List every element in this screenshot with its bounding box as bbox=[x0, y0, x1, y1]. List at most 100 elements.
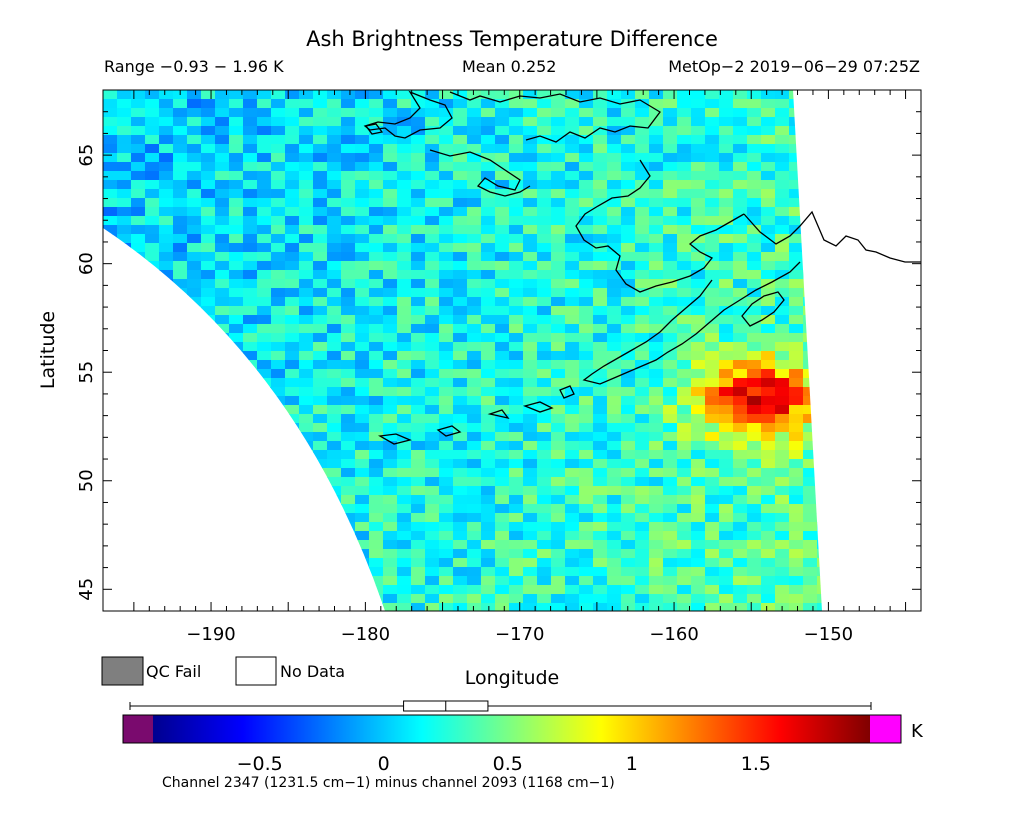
heatmap-cell bbox=[523, 252, 538, 262]
heatmap-cell bbox=[495, 468, 510, 478]
heatmap-cell bbox=[593, 171, 608, 181]
heatmap-cell bbox=[495, 576, 510, 586]
heatmap-cell bbox=[285, 279, 300, 289]
heatmap-cell bbox=[677, 603, 692, 611]
heatmap-cell bbox=[593, 531, 608, 541]
heatmap-cell bbox=[495, 558, 510, 568]
heatmap-cell bbox=[663, 531, 678, 541]
heatmap-cell bbox=[649, 117, 664, 127]
heatmap-cell bbox=[341, 387, 356, 397]
heatmap-cell bbox=[579, 387, 594, 397]
heatmap-cell bbox=[621, 180, 636, 190]
heatmap-cell bbox=[481, 495, 496, 505]
heatmap-cell bbox=[677, 468, 692, 478]
heatmap-cell bbox=[523, 396, 538, 406]
heatmap-cell bbox=[649, 207, 664, 217]
heatmap-cell bbox=[635, 306, 650, 316]
heatmap-cell bbox=[803, 513, 818, 523]
heatmap-cell bbox=[733, 135, 748, 145]
heatmap-cell bbox=[299, 315, 314, 325]
heatmap-cell bbox=[257, 315, 272, 325]
heatmap-cell bbox=[705, 189, 720, 199]
heatmap-cell bbox=[579, 513, 594, 523]
heatmap-cell bbox=[635, 207, 650, 217]
heatmap-cell bbox=[663, 333, 678, 343]
heatmap-cell bbox=[691, 459, 706, 469]
heatmap-cell bbox=[453, 279, 468, 289]
heatmap-cell bbox=[607, 432, 622, 442]
heatmap-cell bbox=[719, 144, 734, 154]
heatmap-cell bbox=[243, 243, 258, 253]
heatmap-cell bbox=[439, 162, 454, 172]
heatmap-cell bbox=[397, 414, 412, 424]
heatmap-cell bbox=[495, 414, 510, 424]
heatmap-cell bbox=[411, 468, 426, 478]
heatmap-cell bbox=[215, 117, 230, 127]
heatmap-cell bbox=[621, 144, 636, 154]
heatmap-cell bbox=[621, 594, 636, 604]
heatmap-cell bbox=[761, 468, 776, 478]
heatmap-cell bbox=[593, 126, 608, 136]
heatmap-cell bbox=[621, 396, 636, 406]
heatmap-cell bbox=[481, 216, 496, 226]
heatmap-cell bbox=[747, 126, 762, 136]
heatmap-cell bbox=[733, 360, 748, 370]
heatmap-cell bbox=[621, 549, 636, 559]
heatmap-cell bbox=[509, 405, 524, 415]
heatmap-cell bbox=[299, 369, 314, 379]
heatmap-cell bbox=[803, 504, 818, 514]
coastline-bristol-bay bbox=[575, 159, 745, 293]
heatmap-cell bbox=[621, 243, 636, 253]
heatmap-cell bbox=[691, 477, 706, 487]
heatmap-cell bbox=[243, 189, 258, 199]
heatmap-cell bbox=[355, 108, 370, 118]
heatmap-cell bbox=[369, 216, 384, 226]
heatmap-cell bbox=[579, 558, 594, 568]
heatmap-cell bbox=[537, 315, 552, 325]
heatmap-cell bbox=[663, 576, 678, 586]
heatmap-cell bbox=[691, 549, 706, 559]
heatmap-cell bbox=[775, 351, 790, 361]
heatmap-cell bbox=[327, 144, 342, 154]
heatmap-cell bbox=[677, 189, 692, 199]
heatmap-cell bbox=[775, 459, 790, 469]
heatmap-cell bbox=[621, 585, 636, 595]
heatmap-cell bbox=[229, 243, 244, 253]
heatmap-cell bbox=[509, 252, 524, 262]
heatmap-cell bbox=[635, 117, 650, 127]
heatmap-cell bbox=[593, 297, 608, 307]
heatmap-cell bbox=[663, 459, 678, 469]
heatmap-cell bbox=[439, 171, 454, 181]
heatmap-cell bbox=[271, 351, 286, 361]
heatmap-cell bbox=[691, 234, 706, 244]
heatmap-cell bbox=[649, 90, 664, 100]
heatmap-cell bbox=[691, 216, 706, 226]
heatmap-cell bbox=[649, 135, 664, 145]
heatmap-cell bbox=[383, 189, 398, 199]
heatmap-cell bbox=[243, 90, 258, 100]
heatmap-cell bbox=[509, 441, 524, 451]
colorbar-tick-label: 1 bbox=[626, 753, 638, 775]
heatmap-cell bbox=[677, 171, 692, 181]
heatmap-cell bbox=[607, 396, 622, 406]
heatmap-cell bbox=[677, 162, 692, 172]
heatmap-cell bbox=[355, 468, 370, 478]
heatmap-cell bbox=[733, 198, 748, 208]
heatmap-cell bbox=[481, 531, 496, 541]
heatmap-cell bbox=[439, 225, 454, 235]
heatmap-cell bbox=[481, 441, 496, 451]
heatmap-cell bbox=[229, 225, 244, 235]
heatmap-cell bbox=[271, 216, 286, 226]
heatmap-cell bbox=[803, 468, 818, 478]
heatmap-cell bbox=[621, 387, 636, 397]
heatmap-cell bbox=[425, 207, 440, 217]
heatmap-cell bbox=[341, 441, 356, 451]
heatmap-cell bbox=[593, 342, 608, 352]
heatmap-cell bbox=[579, 423, 594, 433]
heatmap-cell bbox=[677, 522, 692, 532]
heatmap-cell bbox=[159, 117, 174, 127]
heatmap-cell bbox=[761, 171, 776, 181]
heatmap-cell bbox=[593, 270, 608, 280]
heatmap-cell bbox=[411, 369, 426, 379]
heatmap-cell bbox=[271, 99, 286, 109]
